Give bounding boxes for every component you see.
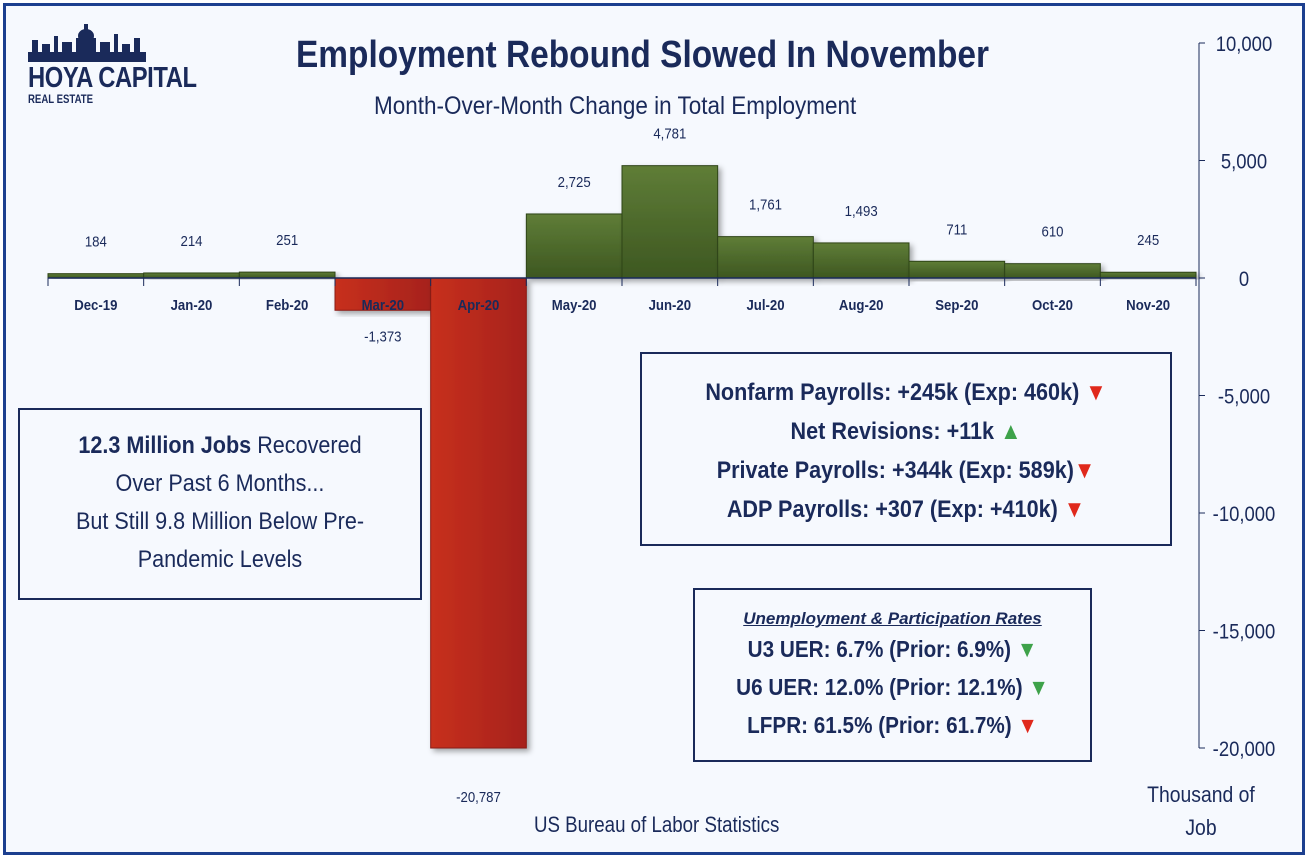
y-tick-label: -5,000 bbox=[1218, 385, 1270, 408]
x-tick-label: May-20 bbox=[552, 296, 597, 313]
lfpr-row: LFPR: 61.5% (Prior: 61.7%) ▼ bbox=[715, 706, 1071, 744]
bar-nov-20 bbox=[1099, 271, 1197, 279]
data-label: 2,725 bbox=[558, 173, 591, 190]
bar-jan-20 bbox=[143, 272, 240, 279]
x-tick-label: Mar-20 bbox=[362, 296, 405, 313]
down-arrow-icon: ▼ bbox=[1017, 712, 1038, 738]
x-tick-label: Apr-20 bbox=[458, 296, 500, 313]
data-label: -1,373 bbox=[364, 327, 402, 344]
x-tick-label: Sep-20 bbox=[935, 296, 978, 313]
data-label: 1,493 bbox=[845, 202, 878, 219]
bar-oct-20 bbox=[1004, 263, 1101, 279]
rates-heading: Unemployment & Participation Rates bbox=[743, 609, 1042, 628]
x-tick-label: Feb-20 bbox=[266, 296, 309, 313]
u3-text: U3 UER: 6.7% (Prior: 6.9%) bbox=[747, 636, 1012, 662]
source-note: US Bureau of Labor Statistics bbox=[534, 812, 780, 837]
down-arrow-icon: ▼ bbox=[1028, 674, 1049, 700]
bar-apr-20 bbox=[430, 277, 527, 749]
down-arrow-icon: ▼ bbox=[1063, 496, 1086, 523]
u6-row: U6 UER: 12.0% (Prior: 12.1%) ▼ bbox=[715, 668, 1071, 706]
chart-title: Employment Rebound Slowed In November bbox=[296, 34, 990, 76]
chart-canvas: Dec-19 184 Jan-20 214 Feb-20 251 Mar-20 -1,373 A… bbox=[47, 33, 1276, 805]
y-tick-label: -10,000 bbox=[1213, 503, 1276, 526]
callout-line-2: Over Past 6 Months... bbox=[115, 470, 325, 497]
logo-subtitle: REAL ESTATE bbox=[28, 92, 94, 106]
y-tick-label: 10,000 bbox=[1216, 33, 1272, 56]
data-label: 1,761 bbox=[749, 196, 782, 213]
y-tick-label: 5,000 bbox=[1221, 150, 1267, 173]
net-revisions-text: Net Revisions: +11k bbox=[790, 418, 995, 445]
payrolls-summary-box: Nonfarm Payrolls: +245k (Exp: 460k) ▼ Ne… bbox=[640, 352, 1172, 546]
y-tick-label: -20,000 bbox=[1213, 738, 1276, 761]
u6-text: U6 UER: 12.0% (Prior: 12.1%) bbox=[736, 674, 1023, 700]
nonfarm-payrolls-text: Nonfarm Payrolls: +245k (Exp: 460k) bbox=[705, 379, 1080, 406]
x-tick-label: Jul-20 bbox=[746, 296, 784, 313]
data-label: 214 bbox=[181, 232, 203, 249]
down-arrow-icon: ▼ bbox=[1073, 457, 1096, 484]
capitol-skyline-icon bbox=[28, 24, 146, 62]
down-arrow-icon: ▼ bbox=[1085, 379, 1107, 406]
callout-highlight: 12.3 Million Jobs bbox=[78, 432, 252, 459]
private-payrolls-row: Private Payrolls: +344k (Exp: 589k)▼ bbox=[668, 451, 1143, 490]
bar-sep-20 bbox=[908, 260, 1006, 279]
x-tick-label: Dec-19 bbox=[74, 296, 117, 313]
chart-subtitle: Month-Over-Month Change in Total Employm… bbox=[374, 92, 857, 120]
callout-line-1-rest: Recovered bbox=[251, 432, 362, 459]
x-tick-label: Jun-20 bbox=[649, 296, 692, 313]
y-axis-unit-label: Thousand of Job Gains/Losses bbox=[1135, 778, 1267, 852]
data-label: 610 bbox=[1042, 223, 1064, 240]
adp-payrolls-text: ADP Payrolls: +307 (Exp: +410k) bbox=[726, 496, 1058, 523]
net-revisions-row: Net Revisions: +11k ▲ bbox=[668, 412, 1143, 451]
x-tick-label: Aug-20 bbox=[839, 296, 884, 313]
u3-row: U3 UER: 6.7% (Prior: 6.9%) ▼ bbox=[715, 630, 1071, 668]
lfpr-text: LFPR: 61.5% (Prior: 61.7%) bbox=[747, 712, 1012, 738]
jobs-recovered-callout: 12.3 Million Jobs Recovered Over Past 6 … bbox=[18, 408, 422, 600]
bar-aug-20 bbox=[812, 242, 910, 279]
bar-mar-20 bbox=[334, 277, 432, 311]
callout-line-1: 12.3 Million Jobs Recovered bbox=[40, 427, 400, 465]
rates-summary-box: Unemployment & Participation Rates U3 UE… bbox=[693, 588, 1092, 762]
bar-may-20 bbox=[525, 213, 623, 279]
up-arrow-icon: ▲ bbox=[1000, 418, 1022, 445]
down-arrow-icon: ▼ bbox=[1016, 636, 1038, 662]
x-tick-label: Nov-20 bbox=[1126, 296, 1170, 313]
bar-feb-20 bbox=[238, 271, 336, 279]
adp-payrolls-row: ADP Payrolls: +307 (Exp: +410k) ▼ bbox=[668, 490, 1143, 529]
y-tick-label: -15,000 bbox=[1213, 620, 1276, 643]
unit-line-2: Gains/Losses bbox=[1135, 844, 1267, 852]
unit-line-1: Thousand of Job bbox=[1147, 782, 1255, 840]
chart-frame: Dec-19 184 Jan-20 214 Feb-20 251 Mar-20 -1,373 A… bbox=[3, 3, 1305, 855]
bar-jun-20 bbox=[621, 165, 719, 279]
data-label: 4,781 bbox=[653, 125, 686, 142]
private-payrolls-text: Private Payrolls: +344k (Exp: 589k) bbox=[716, 457, 1074, 484]
x-tick-label: Jan-20 bbox=[171, 296, 213, 313]
brand-logo: HOYA CAPITAL REAL ESTATE bbox=[24, 20, 197, 106]
data-label: 245 bbox=[1137, 231, 1159, 248]
data-label: 184 bbox=[85, 233, 107, 250]
callout-line-3: But Still 9.8 Million Below Pre- bbox=[75, 508, 365, 535]
data-label: 251 bbox=[276, 231, 298, 248]
x-tick-label: Oct-20 bbox=[1032, 296, 1073, 313]
bar-jul-20 bbox=[717, 236, 814, 279]
nonfarm-payrolls-row: Nonfarm Payrolls: +245k (Exp: 460k) ▼ bbox=[668, 373, 1143, 412]
data-label: -20,787 bbox=[456, 788, 501, 805]
callout-line-4: Pandemic Levels bbox=[137, 546, 303, 573]
data-label: 711 bbox=[946, 220, 967, 237]
y-tick-label: 0 bbox=[1239, 268, 1249, 291]
logo-wordmark: HOYA CAPITAL bbox=[28, 62, 197, 94]
